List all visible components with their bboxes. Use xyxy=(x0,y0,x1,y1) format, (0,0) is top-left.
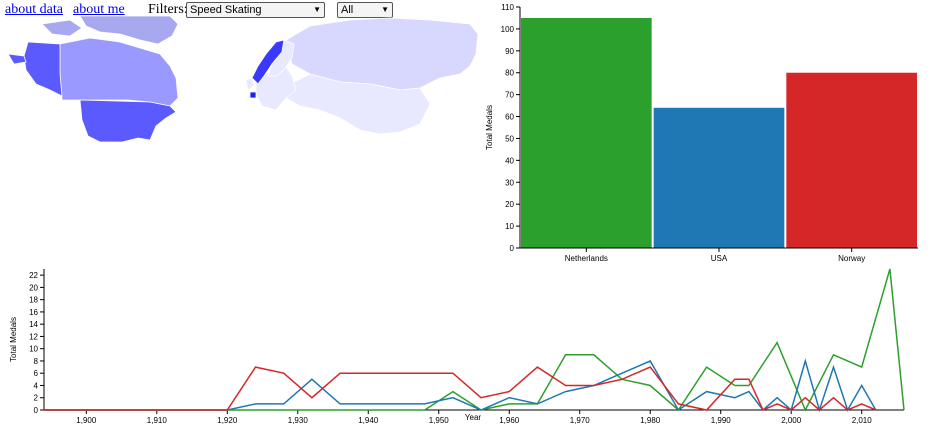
x-tick-label: 1,900 xyxy=(76,416,97,425)
sport-filter-value: Speed Skating xyxy=(190,4,262,16)
world-map[interactable] xyxy=(0,14,480,164)
series-line-2[interactable] xyxy=(44,366,877,411)
y-tick-label: 20 xyxy=(505,200,514,209)
y-tick-label: 110 xyxy=(501,3,514,12)
dropdown-arrow-icon: ▼ xyxy=(313,5,321,14)
series-line-1[interactable] xyxy=(44,358,877,413)
x-tick-label: 1,960 xyxy=(499,416,520,425)
country-filter-select[interactable]: All ▼ xyxy=(337,2,393,18)
y-tick-label: 12 xyxy=(29,332,38,341)
dropdown-arrow-icon: ▼ xyxy=(381,5,389,14)
x-tick-label: Netherlands xyxy=(565,254,608,263)
x-tick-label: 1,910 xyxy=(147,416,168,425)
x-axis-label: Year xyxy=(465,413,482,422)
map-canada[interactable] xyxy=(59,37,179,107)
x-tick-label: 1,990 xyxy=(711,416,732,425)
y-tick-label: 14 xyxy=(29,320,38,329)
x-tick-label: 1,920 xyxy=(217,416,238,425)
series-line-0[interactable] xyxy=(44,268,905,412)
map-aleutians[interactable] xyxy=(7,53,27,65)
map-arctic-islands[interactable] xyxy=(41,19,83,37)
sport-filter-select[interactable]: Speed Skating ▼ xyxy=(186,2,325,18)
map-usa[interactable] xyxy=(79,99,177,143)
x-tick-label: 2,010 xyxy=(852,416,873,425)
y-tick-label: 80 xyxy=(505,69,514,78)
map-netherlands[interactable] xyxy=(249,91,257,99)
y-tick-label: 16 xyxy=(29,308,38,317)
x-tick-label: 2,000 xyxy=(781,416,802,425)
bar-usa[interactable] xyxy=(653,107,785,248)
map-alaska[interactable] xyxy=(23,41,63,97)
about-me-link[interactable]: about me xyxy=(73,2,125,17)
y-axis-label: Total Medals xyxy=(485,105,494,150)
x-tick-label: USA xyxy=(711,254,728,263)
y-tick-label: 2 xyxy=(34,394,39,403)
y-tick-label: 0 xyxy=(510,244,515,253)
y-tick-label: 18 xyxy=(29,296,38,305)
x-tick-label: 1,970 xyxy=(570,416,591,425)
y-tick-label: 22 xyxy=(29,271,38,280)
y-tick-label: 60 xyxy=(505,113,514,122)
y-tick-label: 90 xyxy=(505,47,514,56)
x-tick-label: 1,930 xyxy=(288,416,309,425)
y-tick-label: 0 xyxy=(34,406,39,415)
y-tick-label: 10 xyxy=(505,222,514,231)
map-asia[interactable] xyxy=(285,73,431,135)
y-tick-label: 70 xyxy=(505,91,514,100)
bar-norway[interactable] xyxy=(786,72,917,249)
x-tick-label: 1,950 xyxy=(429,416,450,425)
y-tick-label: 20 xyxy=(29,283,38,292)
about-data-link[interactable]: about data xyxy=(5,2,63,17)
y-tick-label: 30 xyxy=(505,178,514,187)
y-tick-label: 10 xyxy=(29,345,38,354)
medal-bar-chart: 0 10 20 30 40 50 60 70 80 90 100 110 Netherlands USA N… xyxy=(485,3,918,263)
y-tick-label: 40 xyxy=(505,156,514,165)
x-tick-label: 1,940 xyxy=(358,416,379,425)
y-axis-label: Total Medals xyxy=(9,317,18,362)
filters-label: Filters: xyxy=(148,2,188,17)
x-tick-label: Norway xyxy=(838,254,865,263)
y-tick-label: 8 xyxy=(34,357,39,366)
x-tick-label: 1,980 xyxy=(640,416,661,425)
y-tick-label: 4 xyxy=(34,381,39,390)
country-filter-value: All xyxy=(341,4,354,16)
y-tick-label: 100 xyxy=(501,25,515,34)
map-greenland[interactable] xyxy=(79,15,179,45)
map-sweden[interactable] xyxy=(267,39,295,77)
y-tick-label: 6 xyxy=(34,369,39,378)
bar-netherlands[interactable] xyxy=(521,17,652,249)
map-uk[interactable] xyxy=(245,77,255,91)
y-tick-label: 50 xyxy=(505,134,514,143)
medal-line-chart: 0 2 4 6 8 10 12 14 16 18 20 22 1,900 1,910 1,920 1,930 1… xyxy=(9,268,905,425)
